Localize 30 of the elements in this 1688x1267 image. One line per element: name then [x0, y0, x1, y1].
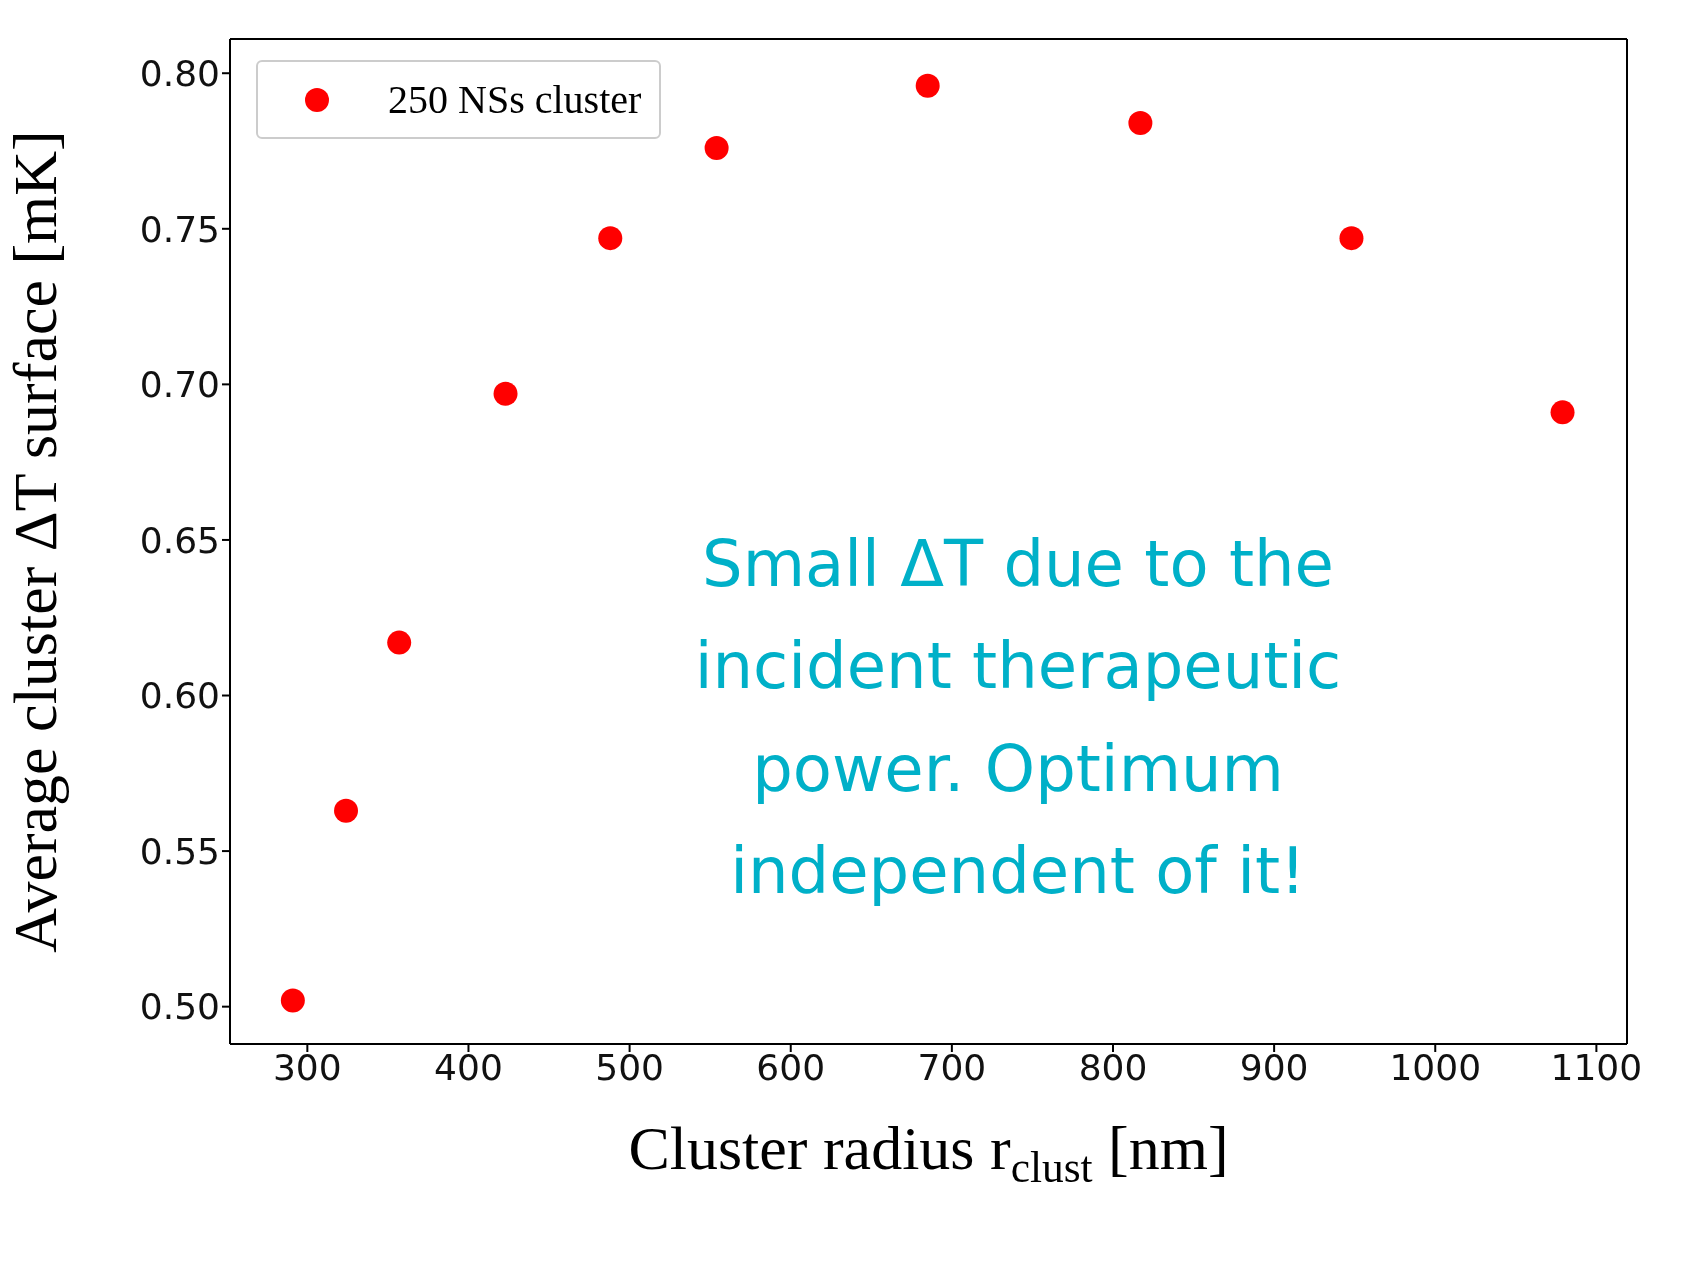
point: [1550, 400, 1575, 425]
y-axis-title: Average cluster ΔT surface [mK]: [1, 130, 69, 953]
x-tick-label: 700: [917, 1046, 987, 1088]
point: [598, 226, 623, 251]
point: [704, 135, 729, 160]
point: [1128, 111, 1153, 136]
y-tick-label: 0.55: [139, 830, 220, 872]
x-tick-label: 300: [272, 1046, 342, 1088]
point: [1339, 226, 1364, 251]
x-tick-label: 900: [1239, 1046, 1309, 1088]
x-tick-label: 1100: [1550, 1046, 1643, 1088]
y-tick-label: 0.75: [139, 208, 220, 250]
point: [334, 798, 359, 823]
y-tick-label: 0.80: [139, 53, 220, 95]
x-tick-label: 600: [756, 1046, 826, 1088]
y-tick-label: 0.65: [139, 519, 220, 561]
x-tick-label: 1000: [1389, 1046, 1482, 1088]
y-tick-label: 0.50: [139, 986, 220, 1028]
annotation: Small ΔT due to the incident therapeutic power. Optimum independent of it!: [693, 526, 1343, 911]
y-tick-label: 0.70: [139, 364, 220, 406]
x-tick-label: 400: [434, 1046, 503, 1088]
point: [387, 630, 412, 655]
point: [493, 381, 518, 406]
point: [915, 73, 940, 98]
legend-label: 250 NSs cluster: [388, 76, 642, 123]
y-tick-label: 0.60: [139, 675, 220, 717]
x-tick-label: 500: [595, 1046, 664, 1088]
x-tick-label: 800: [1078, 1046, 1148, 1088]
point: [280, 988, 305, 1013]
x-axis-title: Cluster radius r$_{clust}$ [nm]: [628, 1114, 1229, 1191]
